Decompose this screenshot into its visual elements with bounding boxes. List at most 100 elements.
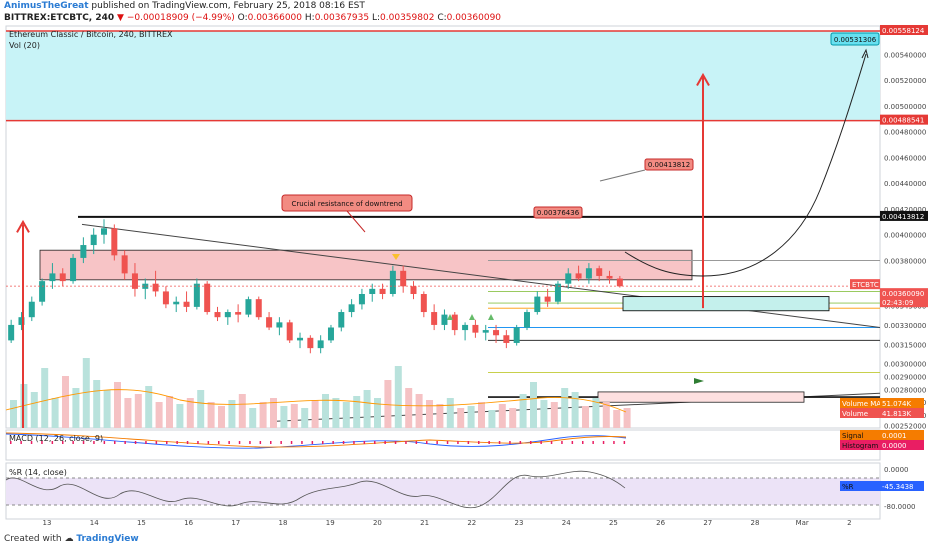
crucial-resistance-pointer: [346, 210, 366, 233]
volume-pane-title: Vol (20): [9, 41, 40, 50]
candle-body: [493, 330, 500, 336]
price-axis-label: [880, 297, 928, 308]
candle-body: [441, 314, 448, 325]
volume-bar: [103, 390, 111, 428]
resistance-box: [644, 158, 694, 171]
candle-body: [431, 312, 438, 325]
x-tick-label: 26: [656, 519, 665, 527]
volume-bar: [114, 382, 121, 428]
macd-histogram-bar: [249, 441, 251, 444]
candle-body: [400, 270, 407, 287]
volume-bar: [426, 400, 433, 428]
candle-body: [523, 312, 530, 328]
y-tick-label: 0.00520000: [884, 77, 926, 85]
macd-histogram-bar: [571, 441, 574, 444]
y-tick-label: 0.00420000: [884, 206, 926, 214]
candle-body: [297, 337, 304, 341]
macd-histogram-bar: [332, 441, 334, 444]
volume-bar: [415, 394, 423, 428]
macd-histogram-bar: [280, 441, 282, 444]
buy-marker-icon: [447, 314, 453, 320]
indicator-value: -45.3438: [882, 483, 913, 491]
indicator-value-badge: [880, 398, 924, 408]
y-tick-label: 0.00400000: [884, 232, 926, 240]
volume-bar: [582, 406, 589, 428]
close-label: C:: [437, 13, 447, 23]
macd-histogram-bar: [270, 441, 272, 444]
crucial-resistance-label: Crucial resistance of downtrend: [291, 200, 402, 208]
macd-histogram-bar: [550, 441, 553, 444]
macd-histogram-bar: [145, 441, 147, 444]
volume-bar: [498, 404, 506, 428]
candle-body: [39, 281, 46, 302]
volume-bar: [10, 400, 17, 428]
author-link[interactable]: AnimusTheGreat: [4, 1, 89, 11]
macd-histogram-bar: [134, 441, 137, 444]
candle-body: [162, 291, 169, 305]
volume-bar: [384, 380, 392, 428]
volume-bar: [571, 392, 579, 428]
macd-histogram-bar: [238, 441, 241, 444]
volume-bar: [197, 390, 205, 428]
volume-bar: [540, 400, 548, 428]
macd-histogram-bar: [114, 441, 116, 444]
candle-body: [348, 304, 355, 313]
candle-body: [183, 301, 190, 307]
wr-y-tick-label: -80.0000: [884, 503, 915, 511]
volume-bar: [561, 388, 569, 428]
macd-histogram-bar: [301, 441, 303, 444]
tradingview-brand[interactable]: TradingView: [76, 534, 139, 544]
volume-bar: [176, 404, 184, 428]
resistance-zone: [39, 249, 693, 281]
volume-bar: [301, 408, 309, 428]
wr-y-tick-label: 0.0000: [884, 466, 909, 474]
macd-histogram-bar: [103, 441, 106, 444]
candle-body: [204, 283, 211, 313]
accumulation-zone: [622, 296, 830, 312]
volume-bar: [592, 398, 600, 428]
x-tick-label: 23: [515, 519, 524, 527]
local-high-label: 0.00376436: [537, 209, 580, 217]
y-tick-label: 0.00440000: [884, 180, 926, 188]
macd-histogram-bar: [51, 441, 54, 444]
candle-body: [142, 283, 149, 289]
candle-body: [317, 340, 324, 349]
macd-histogram-bar: [561, 441, 563, 444]
candle-body: [472, 324, 479, 333]
macd-histogram-bar: [623, 441, 626, 444]
x-tick-label: 2: [847, 519, 851, 527]
created-with-text: Created with: [4, 534, 62, 544]
indicator-name-badge: [840, 398, 880, 408]
volume-bar: [30, 392, 38, 428]
volume-bar: [82, 358, 90, 428]
indicator-value: 0.0001: [882, 432, 907, 440]
candle-body: [70, 257, 77, 282]
volume-bar: [238, 394, 246, 428]
macd-histogram-bar: [530, 441, 532, 444]
candle-body: [585, 268, 592, 279]
macd-histogram-bar: [186, 441, 189, 444]
price-axis-label: [880, 288, 928, 299]
indicator-name: Volume: [842, 410, 868, 418]
macd-histogram-bar: [415, 441, 418, 444]
publish-info: published on TradingView.com, February 2…: [88, 1, 365, 11]
macd-histogram-bar: [436, 441, 438, 444]
volume-ma-line: [5, 389, 627, 413]
candle-body: [224, 312, 231, 318]
candle-body: [596, 268, 603, 276]
indicator-value-badge: [880, 430, 924, 440]
x-tick-label: 21: [420, 519, 429, 527]
y-tick-label: 0.00252000: [884, 422, 926, 430]
macd-histogram-bar: [124, 441, 126, 444]
x-tick-label: 27: [703, 519, 712, 527]
price-change: ▼ −0.00018909 (−4.99%): [117, 13, 235, 23]
candle-body: [358, 294, 365, 305]
volume-bar: [249, 408, 257, 428]
volume-bar: [72, 388, 80, 428]
volume-bar: [51, 398, 59, 428]
volume-bar: [467, 406, 475, 428]
macd-histogram-bar: [602, 441, 605, 444]
macd-histogram-bar: [446, 441, 449, 444]
target-arrow-head: [696, 72, 710, 87]
